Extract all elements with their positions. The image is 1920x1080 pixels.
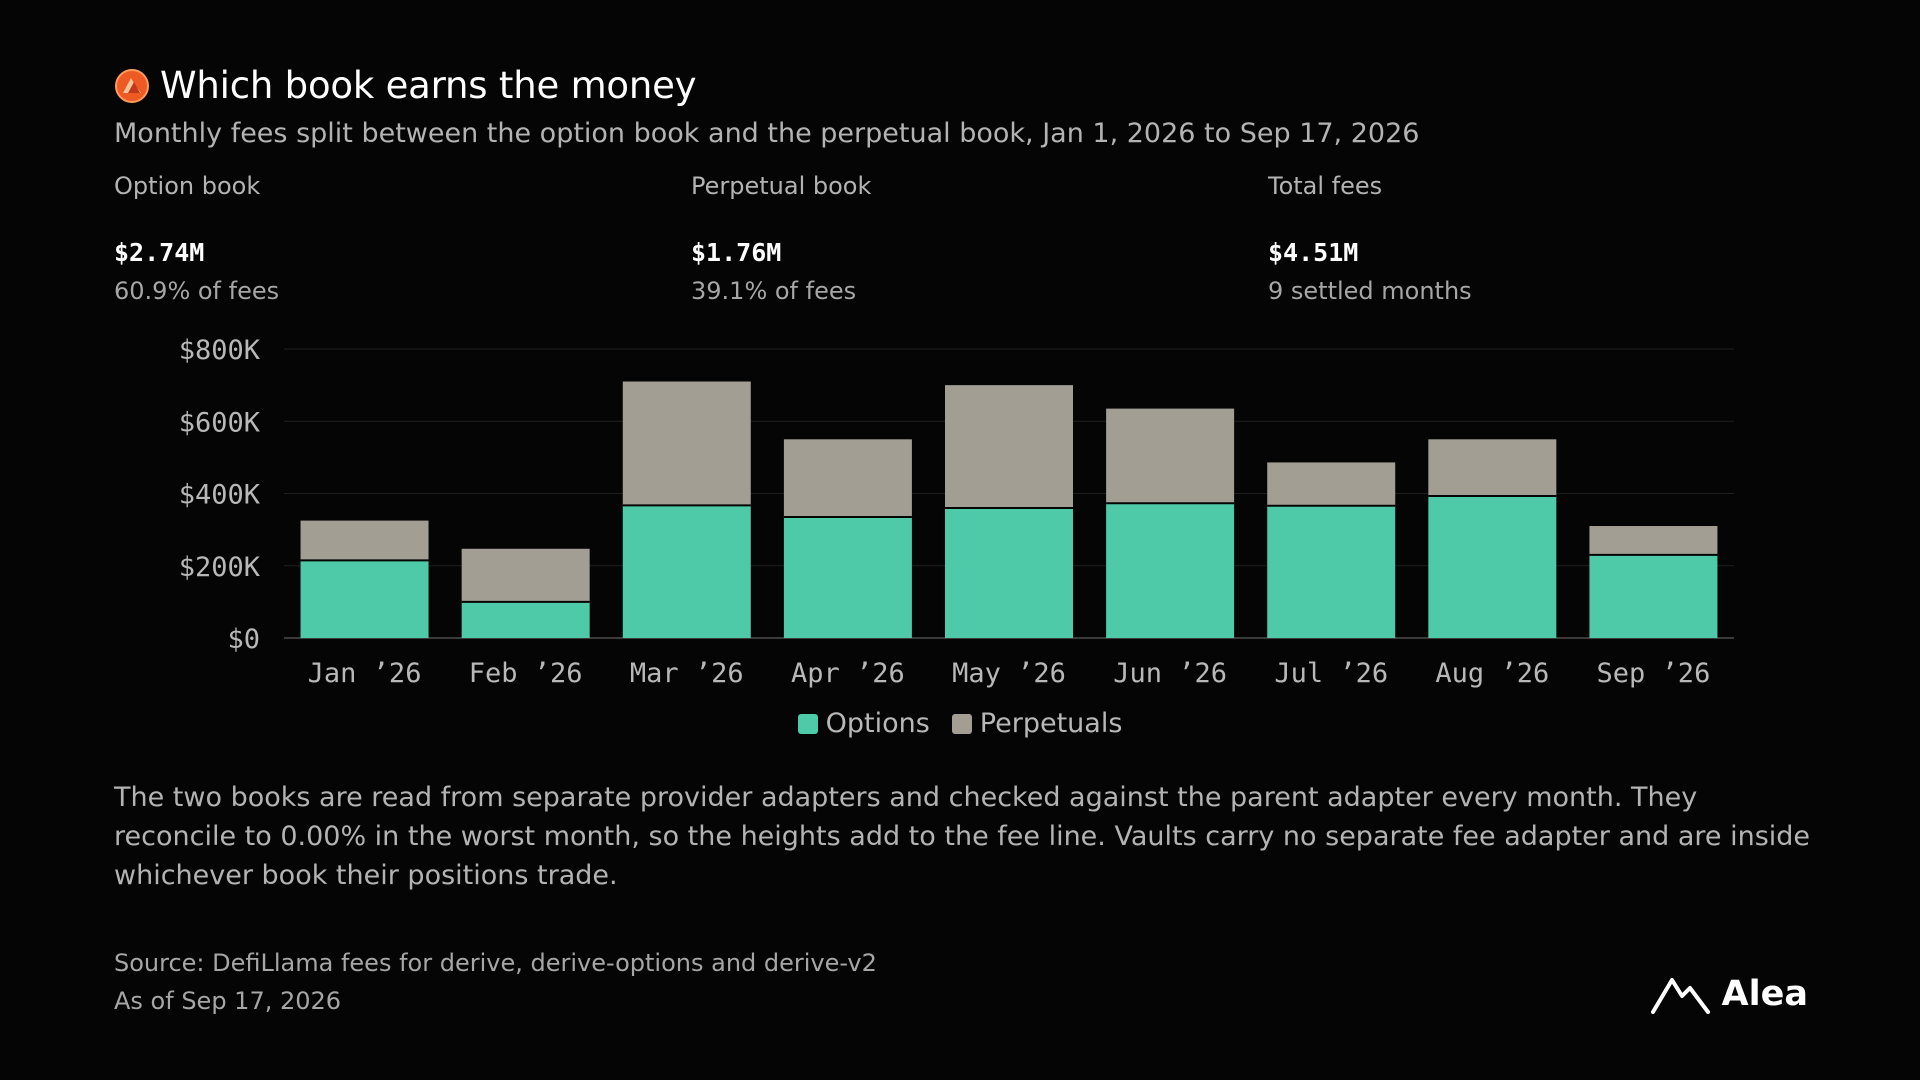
bar-options-6 bbox=[1106, 503, 1235, 638]
kpi-option-book: Option book $2.74M 60.9% of fees bbox=[114, 172, 279, 305]
kpi-note: 39.1% of fees bbox=[691, 277, 857, 305]
bar-perpetuals-4 bbox=[783, 439, 912, 517]
x-tick-label: Feb ’26 bbox=[469, 658, 583, 689]
bar-options-5 bbox=[945, 507, 1073, 638]
x-tick-label: Apr ’26 bbox=[791, 658, 905, 689]
kpi-value: $1.76M bbox=[691, 238, 782, 267]
chart-legend: Options Perpetuals bbox=[0, 708, 1920, 739]
y-tick-label: $400K bbox=[179, 480, 261, 511]
x-tick-label: Aug ’26 bbox=[1435, 658, 1549, 689]
alea-mountain-icon bbox=[1650, 978, 1710, 1014]
x-tick-label: Jun ’26 bbox=[1113, 658, 1227, 689]
y-tick-label: $200K bbox=[179, 552, 261, 583]
source-block: Source: DefiLlama fees for derive, deriv… bbox=[114, 944, 877, 1020]
kpi-note: 9 settled months bbox=[1268, 277, 1472, 305]
y-tick-label: $800K bbox=[179, 335, 261, 366]
x-tick-label: Mar ’26 bbox=[630, 658, 744, 689]
bar-options-3 bbox=[622, 505, 751, 638]
legend-swatch-options bbox=[797, 713, 818, 734]
legend-item-options: Options bbox=[797, 708, 930, 739]
bar-options-8 bbox=[1428, 496, 1557, 638]
brand-name: Alea bbox=[1721, 974, 1808, 1014]
kpi-value: $4.51M bbox=[1268, 238, 1359, 267]
kpi-label: Perpetual book bbox=[691, 172, 872, 200]
page-title: Which book earns the money bbox=[160, 64, 697, 107]
y-tick-label: $600K bbox=[179, 407, 261, 438]
bar-options-2 bbox=[461, 601, 590, 638]
brand-logo: Alea bbox=[1650, 972, 1808, 1016]
legend-label-options: Options bbox=[825, 708, 930, 739]
x-tick-label: Jan ’26 bbox=[308, 658, 422, 689]
kpi-note: 60.9% of fees bbox=[114, 277, 280, 305]
x-tick-label: May ’26 bbox=[952, 658, 1066, 689]
stacked-bar-chart: $0 $200K $400K $600K $800K Jan ’26 Feb ’26 Mar … bbox=[179, 335, 1734, 689]
y-tick-label: $0 bbox=[227, 624, 260, 655]
kpi-perpetual-book: Perpetual book $1.76M 39.1% of fees bbox=[691, 172, 871, 305]
bar-perpetuals-8 bbox=[1428, 439, 1557, 497]
title-row: Which book earns the money bbox=[114, 64, 697, 107]
kpi-label: Total fees bbox=[1268, 172, 1383, 200]
legend-item-perpetuals: Perpetuals bbox=[951, 708, 1123, 739]
x-tick-label: Jul ’26 bbox=[1274, 658, 1388, 689]
bar-options-9 bbox=[1589, 554, 1718, 638]
kpi-total-fees: Total fees $4.51M 9 settled months bbox=[1268, 172, 1472, 305]
bar-options-7 bbox=[1267, 505, 1396, 638]
bar-perpetuals-3 bbox=[622, 381, 751, 506]
source-text: Source: DefiLlama fees for derive, deriv… bbox=[114, 949, 877, 977]
kpi-label: Option book bbox=[114, 172, 261, 200]
bar-perpetuals-5 bbox=[945, 385, 1073, 508]
bar-perpetuals-6 bbox=[1106, 408, 1235, 504]
bar-options-1 bbox=[300, 560, 429, 638]
kpi-value: $2.74M bbox=[114, 238, 205, 267]
bar-perpetuals-7 bbox=[1267, 462, 1396, 506]
explanation-text: The two books are read from separate pro… bbox=[114, 782, 1811, 891]
bar-perpetuals-1 bbox=[300, 520, 429, 561]
legend-label-perpetuals: Perpetuals bbox=[979, 708, 1123, 739]
logo-icon bbox=[115, 68, 149, 103]
legend-swatch-perpetuals bbox=[951, 713, 972, 734]
header: Which book earns the money bbox=[114, 64, 697, 107]
page-subtitle: Monthly fees split between the option bo… bbox=[114, 118, 1420, 149]
as-of-date: As of Sep 17, 2026 bbox=[114, 987, 342, 1015]
bar-perpetuals-9 bbox=[1589, 526, 1718, 555]
x-tick-label: Sep ’26 bbox=[1597, 658, 1711, 689]
bar-options-4 bbox=[783, 516, 912, 638]
bar-perpetuals-2 bbox=[461, 548, 590, 602]
